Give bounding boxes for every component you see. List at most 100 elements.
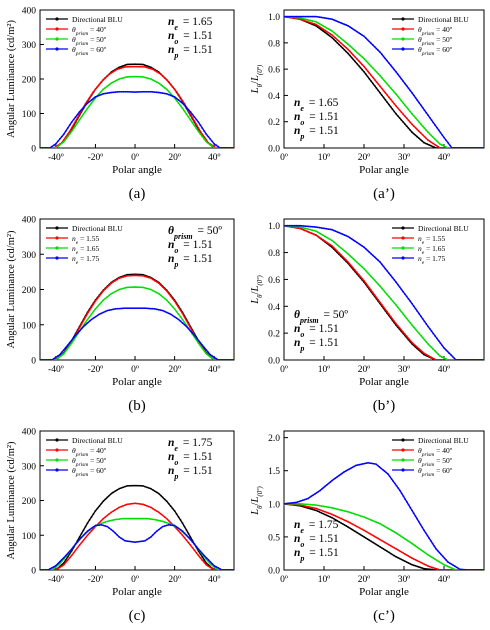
data-point <box>100 502 103 505</box>
data-point <box>391 108 394 111</box>
x-tick-label: 20º <box>168 153 181 163</box>
data-point <box>305 498 308 500</box>
data-point <box>372 541 374 544</box>
data-point <box>146 77 148 79</box>
y-tick-label: 0.8 <box>268 249 280 259</box>
data-point <box>416 99 419 102</box>
data-point <box>82 539 85 541</box>
data-point <box>425 340 428 343</box>
data-point <box>386 293 388 296</box>
data-point <box>173 315 176 318</box>
data-point <box>343 471 345 473</box>
data-point <box>340 247 342 249</box>
data-point <box>345 46 348 49</box>
legend-marker <box>401 236 405 240</box>
data-point <box>211 567 214 570</box>
data-point <box>320 28 323 31</box>
data-point <box>465 359 468 360</box>
data-point <box>215 147 217 148</box>
data-point <box>341 509 344 512</box>
data-point <box>108 294 111 297</box>
data-point <box>363 536 365 538</box>
data-point <box>315 491 318 494</box>
data-point <box>398 75 401 78</box>
data-point <box>148 487 150 489</box>
data-point <box>76 541 79 543</box>
data-point <box>300 228 303 231</box>
data-point <box>421 567 424 569</box>
data-point <box>130 274 133 277</box>
data-point <box>106 309 109 312</box>
data-point <box>88 528 91 531</box>
data-point <box>354 29 356 32</box>
data-point <box>134 517 136 520</box>
data-point <box>185 534 188 537</box>
y-axis-label: Angular Luminance (cd/m²) <box>6 441 17 560</box>
data-point <box>300 499 302 502</box>
data-point <box>405 295 408 298</box>
data-point <box>118 90 121 93</box>
data-point <box>400 310 403 313</box>
data-point <box>341 22 344 25</box>
data-point <box>327 515 330 517</box>
data-point <box>364 73 367 75</box>
data-point <box>181 530 184 532</box>
data-point <box>124 539 126 542</box>
data-point <box>64 554 67 557</box>
x-tick-label: -40º <box>48 365 64 375</box>
data-point <box>393 68 396 71</box>
data-point <box>306 227 308 230</box>
data-point <box>155 291 158 294</box>
data-point <box>300 18 303 21</box>
data-point <box>434 558 436 561</box>
data-point <box>393 546 396 549</box>
data-point <box>338 245 340 248</box>
data-point <box>435 147 437 148</box>
y-tick-label: 0.0 <box>268 357 280 367</box>
data-point <box>439 342 442 344</box>
data-point <box>373 256 376 258</box>
data-point <box>161 75 164 77</box>
data-point <box>140 274 142 277</box>
data-point <box>308 225 310 228</box>
legend-label: Directional BLU <box>418 15 469 24</box>
data-point <box>191 121 194 124</box>
data-point <box>146 276 148 278</box>
x-tick-label: 0º <box>131 365 139 375</box>
data-point <box>348 254 351 257</box>
data-point <box>98 295 101 297</box>
data-point <box>47 359 50 360</box>
data-point <box>404 553 406 555</box>
data-point <box>309 21 312 24</box>
data-point <box>474 569 476 570</box>
data-point <box>356 241 358 244</box>
legend-label: ne = 1.75 <box>418 254 446 266</box>
data-point <box>118 67 121 70</box>
data-point <box>361 534 364 537</box>
data-point <box>331 34 333 36</box>
data-point <box>84 104 87 107</box>
data-point <box>380 287 383 290</box>
data-point <box>142 307 144 310</box>
x-axis-label: Polar angle <box>112 586 162 598</box>
data-point <box>405 554 408 556</box>
y-tick-label: 0.4 <box>268 303 280 313</box>
data-point <box>396 306 399 309</box>
data-point <box>336 519 339 522</box>
data-point <box>407 319 410 322</box>
data-point <box>359 275 362 278</box>
data-point <box>340 232 342 235</box>
data-point <box>366 284 369 287</box>
data-point <box>370 252 372 255</box>
data-point <box>477 147 480 148</box>
data-point <box>411 123 413 126</box>
data-point <box>427 114 429 116</box>
data-point <box>116 489 119 491</box>
data-point <box>379 301 381 304</box>
y-tick-label: 0 <box>31 145 36 155</box>
data-point <box>332 514 335 517</box>
data-point <box>448 352 450 354</box>
y-tick-label: 200 <box>22 497 37 507</box>
data-point <box>404 315 406 317</box>
data-point <box>379 74 381 77</box>
